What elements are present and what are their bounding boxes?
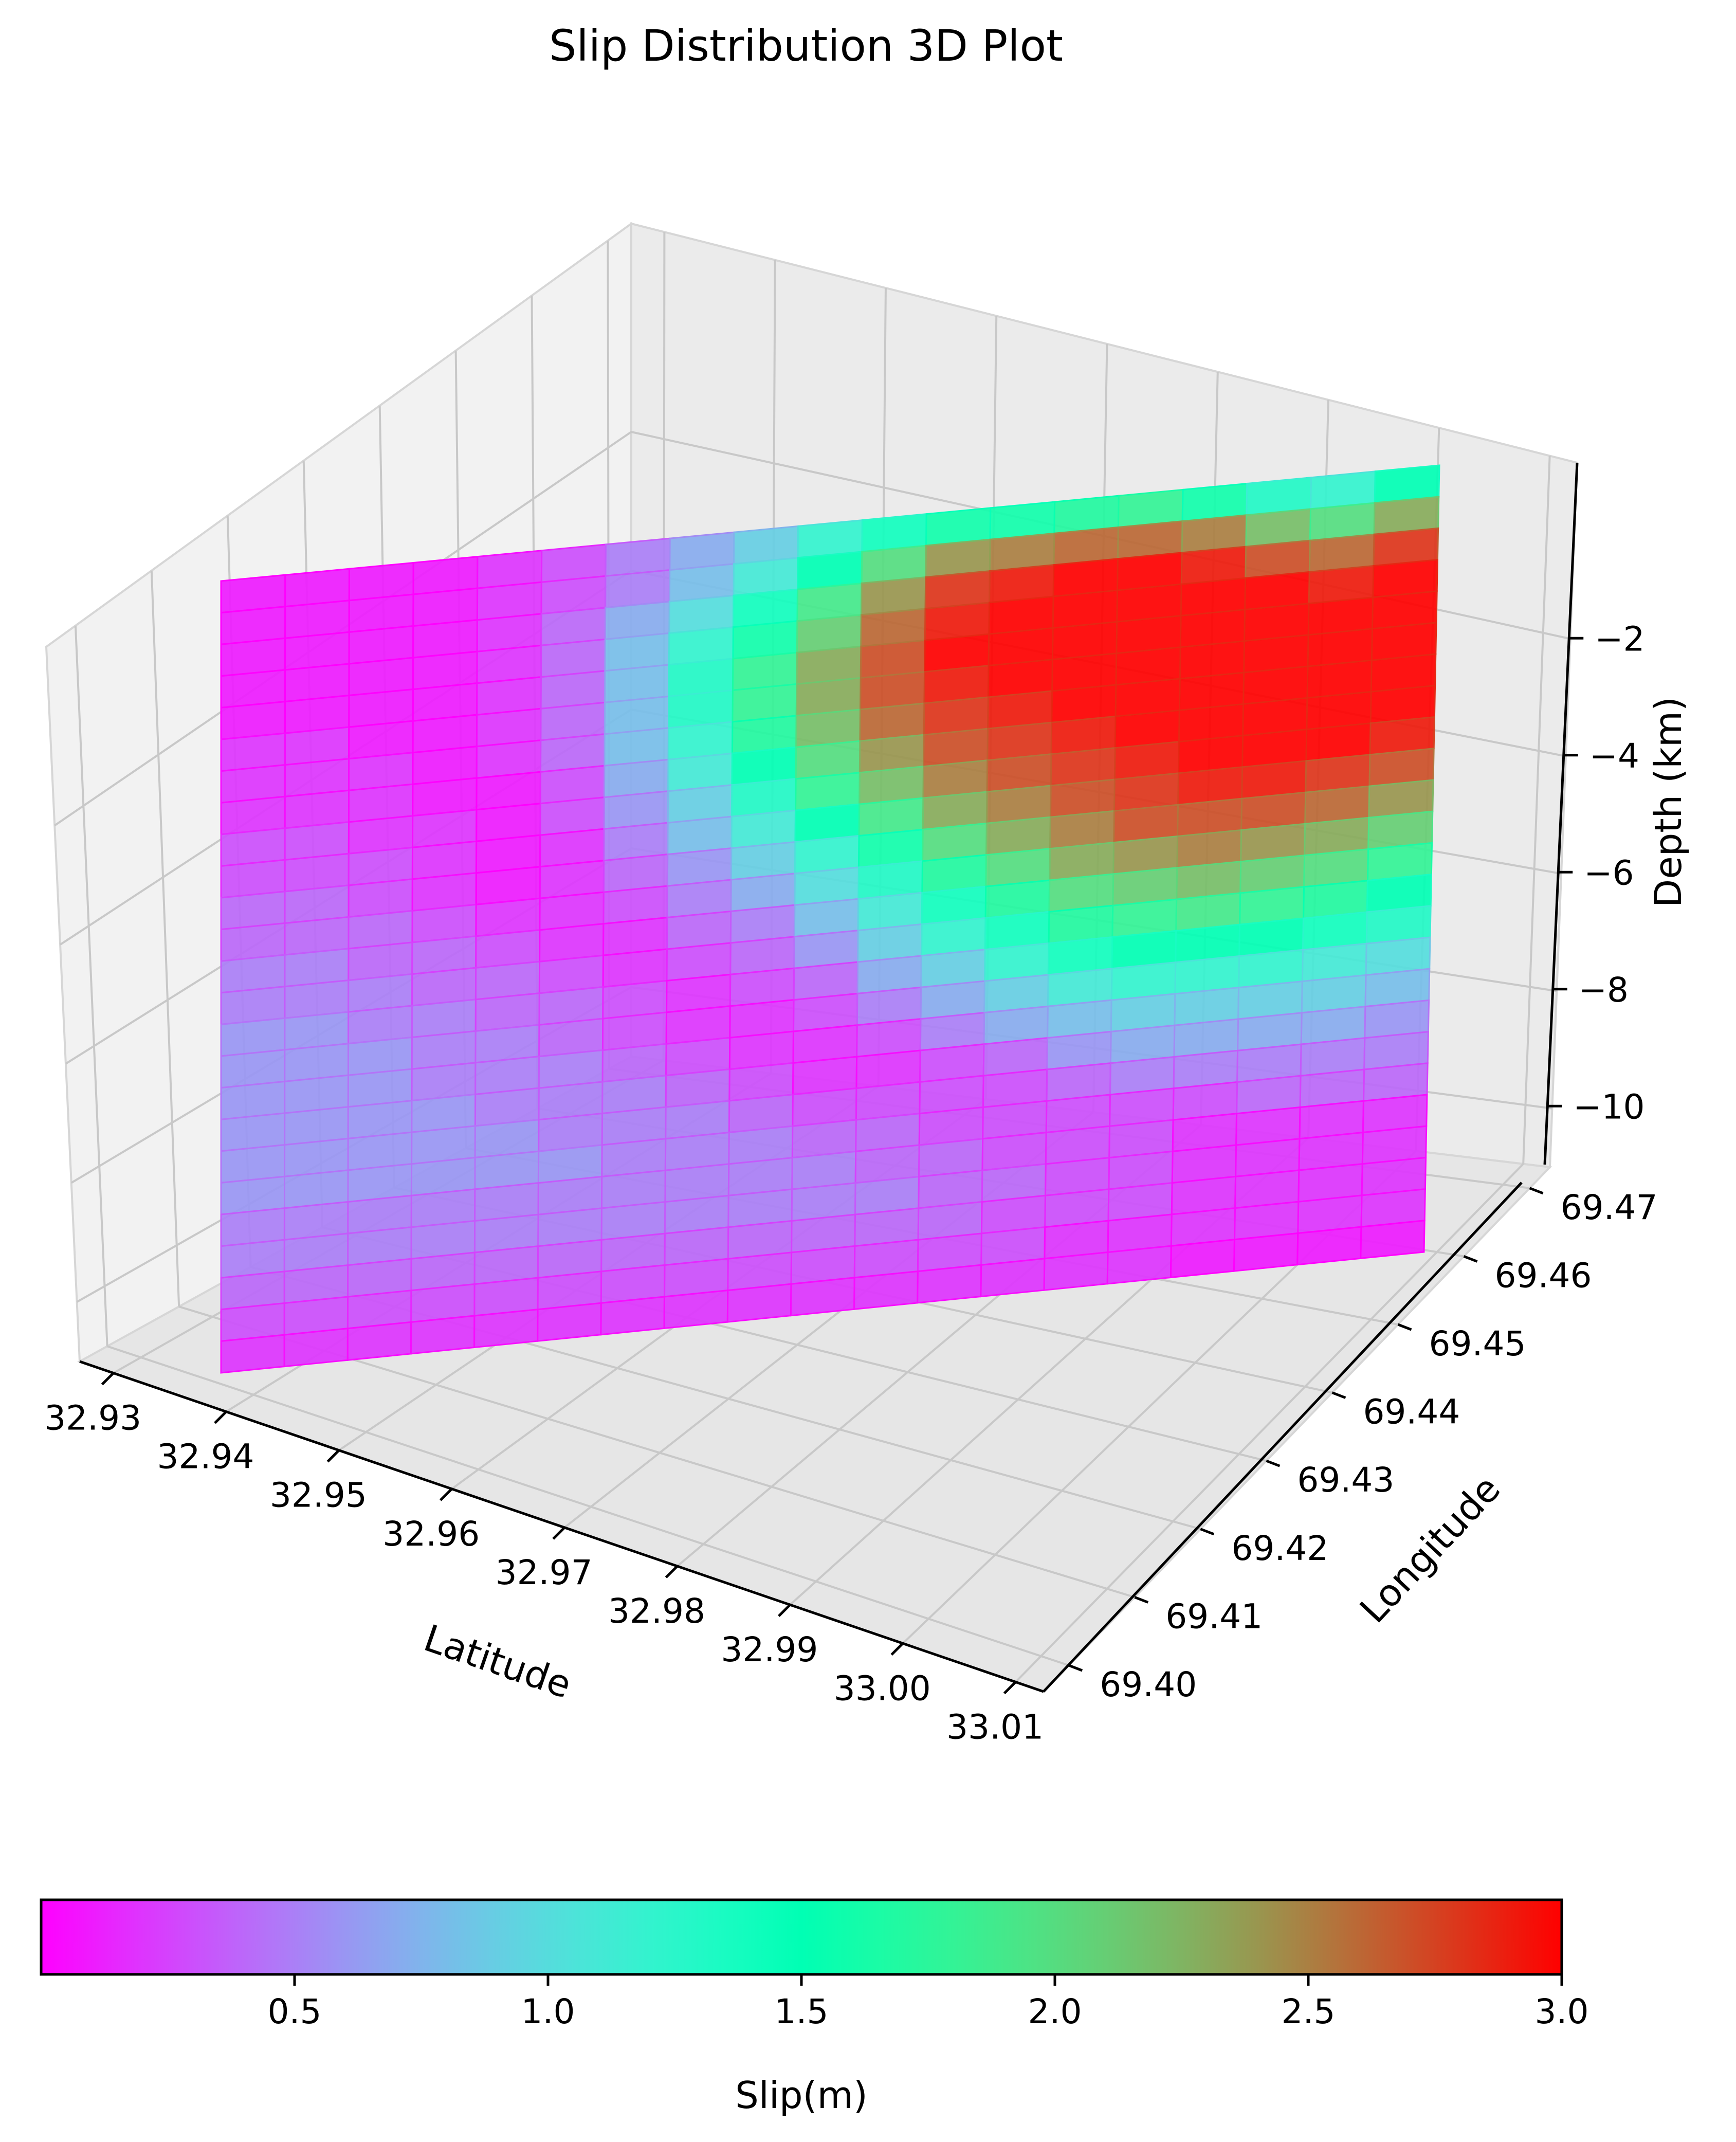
latitude-axis-line bbox=[79, 1360, 1044, 1693]
slip-cell bbox=[1360, 1220, 1426, 1260]
colorbar-tick-label: 1.5 bbox=[775, 1992, 829, 2031]
slip-cell bbox=[1106, 1245, 1172, 1285]
colorbar-label: Slip(m) bbox=[735, 2074, 868, 2117]
longitude-tick-label: 69.42 bbox=[1231, 1529, 1328, 1568]
longitude-tick-mark bbox=[1331, 1391, 1346, 1399]
longitude-axis-line bbox=[1043, 1182, 1523, 1693]
left-grid-line bbox=[150, 570, 180, 1307]
longitude-tick-mark bbox=[1068, 1664, 1083, 1672]
latitude-tick-label: 32.94 bbox=[157, 1437, 254, 1477]
longitude-tick-label: 69.45 bbox=[1429, 1324, 1526, 1364]
longitude-tick-label: 69.43 bbox=[1297, 1460, 1394, 1500]
longitude-tick-mark bbox=[1266, 1459, 1281, 1467]
longitude-tick-label: 69.40 bbox=[1100, 1665, 1197, 1704]
slip-cell bbox=[853, 1270, 919, 1310]
colorbar-tick-label: 2.5 bbox=[1282, 1992, 1336, 2031]
slip-cell bbox=[917, 1264, 982, 1304]
slip-cell bbox=[473, 1309, 539, 1349]
depth-ticks: −10 −8 −6 −4 −2 bbox=[1547, 619, 1645, 1127]
depth-tick-label: −8 bbox=[1579, 970, 1629, 1010]
latitude-tick-mark bbox=[1003, 1681, 1017, 1695]
slip-cell bbox=[663, 1289, 729, 1330]
slip-surface bbox=[220, 464, 1440, 1374]
latitude-tick-mark bbox=[890, 1642, 904, 1656]
latitude-tick-label: 32.99 bbox=[721, 1630, 818, 1669]
left-grid-line bbox=[74, 625, 108, 1347]
latitude-tick-label: 32.96 bbox=[382, 1514, 480, 1554]
colorbar-tick-label: 2.0 bbox=[1028, 1992, 1082, 2031]
latitude-tick-mark bbox=[214, 1410, 227, 1424]
slip-cell bbox=[537, 1302, 602, 1342]
depth-tick-label: −6 bbox=[1584, 853, 1634, 893]
longitude-tick-mark bbox=[1200, 1528, 1215, 1536]
slip-cell bbox=[346, 1321, 412, 1361]
slip-cell bbox=[220, 1334, 285, 1374]
colorbar-tick-label: 1.0 bbox=[521, 1992, 575, 2031]
latitude-tick-mark bbox=[778, 1604, 791, 1617]
colorbar-tick-label: 3.0 bbox=[1535, 1992, 1589, 2031]
latitude-tick-mark bbox=[326, 1449, 340, 1463]
latitude-tick-label: 33.01 bbox=[946, 1707, 1044, 1747]
depth-tick-label: −2 bbox=[1595, 619, 1644, 659]
latitude-tick-mark bbox=[439, 1488, 453, 1501]
slip-cell bbox=[1296, 1226, 1362, 1266]
depth-tick-label: −4 bbox=[1589, 736, 1639, 776]
slip-cell bbox=[1233, 1232, 1299, 1272]
longitude-tick-mark bbox=[1463, 1255, 1478, 1263]
slip-cell bbox=[283, 1328, 349, 1368]
axis-lines bbox=[79, 462, 1579, 1693]
longitude-tick-label: 69.46 bbox=[1495, 1256, 1592, 1295]
x-axis-label: Latitude bbox=[418, 1616, 577, 1707]
depth-axis-line bbox=[1543, 462, 1579, 1165]
slip-cell bbox=[600, 1296, 666, 1336]
latitude-tick-mark bbox=[101, 1372, 115, 1386]
longitude-tick-mark bbox=[1397, 1323, 1412, 1331]
latitude-tick-label: 32.95 bbox=[270, 1476, 367, 1515]
colorbar-ticks: 0.5 1.0 1.5 2.0 2.5 3.0 bbox=[268, 1974, 1589, 2031]
slip-cell bbox=[980, 1258, 1046, 1298]
latitude-tick-label: 32.97 bbox=[496, 1553, 593, 1592]
slip-cell bbox=[726, 1283, 792, 1323]
depth-tick-label: −10 bbox=[1573, 1087, 1644, 1127]
floor-grid-line bbox=[107, 1345, 1069, 1666]
latitude-tick-label: 32.93 bbox=[44, 1398, 141, 1438]
floor-grid-line bbox=[1015, 1163, 1524, 1683]
latitude-tick-mark bbox=[665, 1565, 679, 1578]
slip-cell bbox=[1043, 1251, 1109, 1291]
colorbar: 0.5 1.0 1.5 2.0 2.5 3.0 Slip(m) bbox=[40, 1898, 1589, 2117]
latitude-tick-label: 32.98 bbox=[608, 1591, 705, 1631]
slip-cell bbox=[410, 1315, 476, 1355]
latitude-tick-mark bbox=[552, 1527, 565, 1540]
back-grid-line bbox=[1522, 456, 1551, 1164]
z-axis-label: Depth (km) bbox=[1647, 697, 1690, 907]
longitude-tick-label: 69.44 bbox=[1363, 1392, 1460, 1432]
longitude-tick-label: 69.47 bbox=[1561, 1188, 1658, 1227]
latitude-tick-label: 33.00 bbox=[834, 1668, 931, 1708]
chart-title: Slip Distribution 3D Plot bbox=[549, 21, 1063, 71]
longitude-tick-mark bbox=[1134, 1596, 1149, 1604]
longitude-tick-label: 69.41 bbox=[1165, 1596, 1263, 1636]
longitude-tick-mark bbox=[1529, 1187, 1544, 1195]
slip-cell bbox=[790, 1277, 855, 1317]
colorbar-tick-label: 0.5 bbox=[268, 1992, 322, 2031]
slip-cell bbox=[1169, 1239, 1236, 1279]
latitude-ticks: 32.93 32.94 32.95 32.96 32.97 32.98 32.99 33.00… bbox=[44, 1372, 1044, 1747]
longitude-ticks: 69.40 69.41 69.42 69.43 69.44 69.45 69.46 69.47 bbox=[1068, 1187, 1658, 1704]
colorbar-gradient bbox=[40, 1898, 1563, 1976]
